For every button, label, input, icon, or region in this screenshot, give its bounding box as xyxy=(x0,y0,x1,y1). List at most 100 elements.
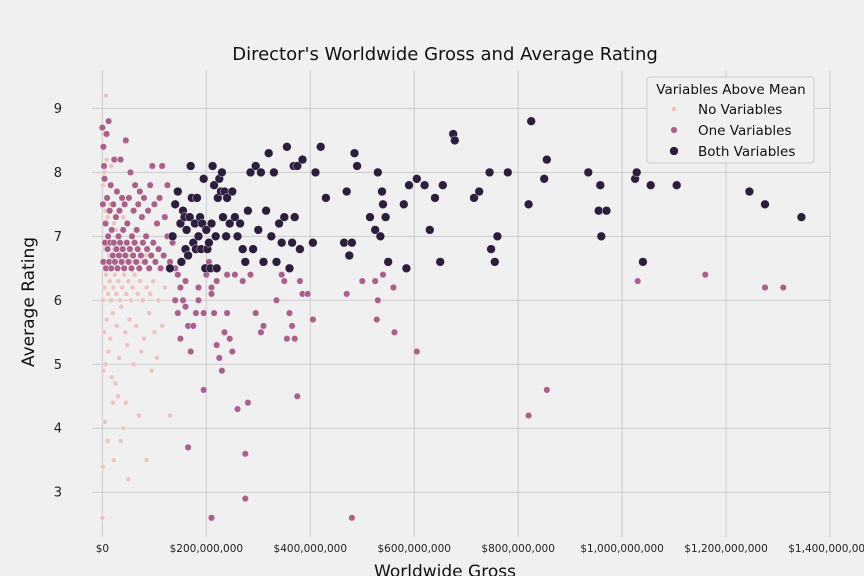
data-point xyxy=(131,239,139,247)
data-point xyxy=(150,200,158,208)
data-point xyxy=(153,219,161,227)
data-point xyxy=(170,199,180,209)
data-point xyxy=(269,167,279,178)
data-point xyxy=(258,257,269,267)
data-point xyxy=(348,514,356,522)
legend-marker xyxy=(669,146,679,156)
data-point xyxy=(151,329,158,336)
data-point xyxy=(347,238,357,248)
data-point xyxy=(120,425,126,432)
data-point xyxy=(252,309,260,317)
data-point xyxy=(136,278,143,284)
data-point xyxy=(264,148,274,158)
data-point xyxy=(288,322,296,330)
data-point xyxy=(344,250,354,261)
data-point xyxy=(222,193,232,203)
data-point xyxy=(378,199,388,209)
chart-title: Director's Worldwide Gross and Average R… xyxy=(232,44,658,65)
data-point xyxy=(118,194,126,202)
grid xyxy=(92,70,831,537)
data-point xyxy=(223,271,231,279)
data-point xyxy=(107,335,113,342)
data-point xyxy=(109,251,117,259)
data-point xyxy=(110,156,118,164)
data-point xyxy=(123,239,131,247)
data-point xyxy=(638,257,648,267)
series-one-variables xyxy=(98,117,787,522)
data-point xyxy=(310,167,321,178)
data-point xyxy=(151,258,159,266)
data-point xyxy=(112,245,120,253)
data-point xyxy=(492,231,503,241)
data-point xyxy=(117,438,124,444)
data-point xyxy=(147,291,153,297)
data-point xyxy=(293,392,301,400)
data-point xyxy=(142,232,150,240)
data-point xyxy=(435,257,445,267)
data-point xyxy=(280,277,288,285)
data-point xyxy=(207,290,215,298)
x-tick-label: $200,000,000 xyxy=(170,543,243,555)
data-point xyxy=(161,213,169,221)
legend-entry: One Variables xyxy=(698,123,791,139)
data-point xyxy=(159,323,165,329)
data-point xyxy=(136,187,144,195)
data-point xyxy=(450,135,460,146)
x-tick-label: $1,200,000,000 xyxy=(684,543,768,555)
data-point xyxy=(104,245,112,253)
data-point xyxy=(155,297,162,304)
data-point xyxy=(383,257,393,267)
data-point xyxy=(126,245,134,253)
data-point xyxy=(126,316,133,323)
data-point xyxy=(107,264,115,272)
data-point xyxy=(150,278,157,284)
data-point xyxy=(129,251,137,259)
data-point xyxy=(106,207,114,215)
data-point xyxy=(119,284,125,291)
data-point xyxy=(212,263,222,273)
data-point xyxy=(124,342,131,348)
data-point xyxy=(176,284,184,292)
data-point xyxy=(99,143,107,151)
data-point xyxy=(286,309,294,317)
data-point xyxy=(124,258,132,266)
data-point xyxy=(106,278,113,284)
data-point xyxy=(779,284,787,292)
data-point xyxy=(186,161,196,171)
data-point xyxy=(114,232,122,240)
data-point xyxy=(192,309,200,317)
data-point xyxy=(228,348,236,356)
data-point xyxy=(118,303,124,310)
data-point xyxy=(103,316,110,323)
data-point xyxy=(135,264,143,272)
data-point xyxy=(171,296,179,304)
y-tick-label: 4 xyxy=(54,422,62,437)
data-point xyxy=(206,218,217,229)
data-point xyxy=(154,355,160,361)
data-point xyxy=(543,386,551,394)
data-point xyxy=(140,297,146,304)
data-point xyxy=(103,156,110,163)
data-point xyxy=(192,193,202,203)
data-point xyxy=(370,225,380,235)
data-point xyxy=(352,161,362,171)
data-point xyxy=(245,167,256,178)
data-point xyxy=(583,167,593,178)
data-point xyxy=(110,399,116,406)
data-point xyxy=(401,263,412,273)
data-point xyxy=(125,278,132,284)
data-point xyxy=(146,310,152,316)
data-point xyxy=(796,212,807,222)
data-point xyxy=(233,405,241,413)
data-point xyxy=(130,207,138,215)
data-point xyxy=(209,180,219,190)
data-point xyxy=(199,174,209,184)
data-point xyxy=(101,329,107,336)
data-point xyxy=(316,142,326,152)
data-point xyxy=(156,194,164,202)
data-point xyxy=(490,257,500,267)
data-point xyxy=(119,245,127,253)
data-point xyxy=(110,310,116,316)
data-point xyxy=(486,244,496,254)
data-point xyxy=(103,271,109,278)
